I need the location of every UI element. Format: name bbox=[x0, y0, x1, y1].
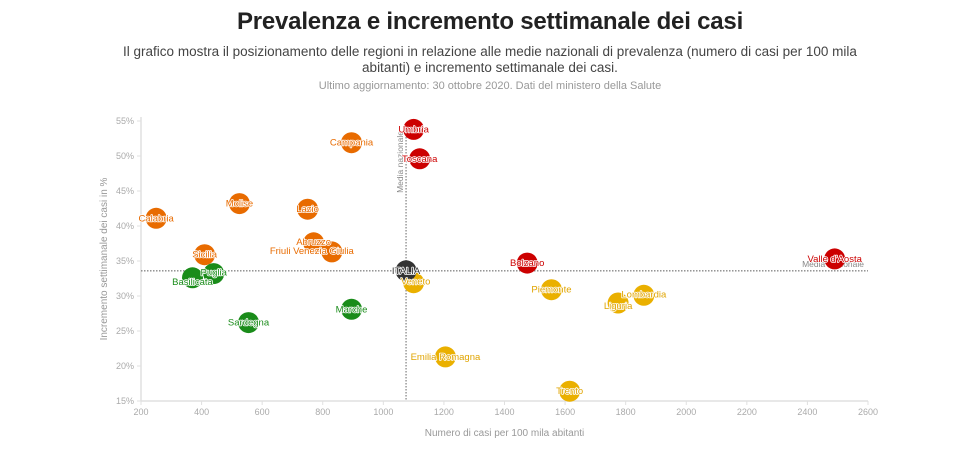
label-bolzano: Bolzano bbox=[510, 258, 544, 269]
y-tick-label: 55% bbox=[116, 116, 134, 126]
x-tick-label: 2200 bbox=[737, 407, 757, 417]
point-lazio bbox=[297, 198, 319, 220]
label-emilia-romagna: Emilia Romagna bbox=[411, 352, 481, 363]
point-calabria bbox=[145, 207, 167, 229]
y-tick-label: 35% bbox=[116, 256, 134, 266]
axes: 15% 20% 25% 30% 35% 40% 45% 50% 55% 200 400 600 800 1… bbox=[99, 116, 878, 439]
x-tick-label: 1800 bbox=[616, 407, 636, 417]
label-marche: Marche bbox=[336, 304, 368, 315]
x-tick-label: 200 bbox=[133, 407, 148, 417]
point-sicilia bbox=[194, 244, 216, 266]
chart-title: Prevalenza e incremento settimanale dei … bbox=[236, 8, 744, 35]
chart-source-note: Ultimo aggiornamento: 30 ottobre 2020. D… bbox=[318, 80, 662, 92]
label-piemonte: Piemonte bbox=[531, 285, 571, 296]
point-sardegna bbox=[238, 312, 260, 334]
x-tick-label: 1200 bbox=[434, 407, 454, 417]
point-piemonte bbox=[540, 279, 562, 301]
y-axis-title: Incremento settimanale dei casi in % bbox=[99, 177, 110, 340]
point-valle-d-aosta bbox=[824, 248, 846, 270]
x-tick-label: 1600 bbox=[555, 407, 575, 417]
label-puglia: Puglia bbox=[200, 268, 227, 279]
point-italia bbox=[395, 260, 417, 282]
y-tick-label: 40% bbox=[116, 221, 134, 231]
point-toscana bbox=[409, 148, 431, 170]
point-bolzano bbox=[516, 252, 538, 274]
label-abruzzo: Abruzzo bbox=[296, 237, 331, 248]
label-sardegna: Sardegna bbox=[228, 318, 270, 329]
point-lombardia bbox=[633, 284, 655, 306]
point-campania bbox=[341, 132, 363, 154]
x-tick-label: 400 bbox=[194, 407, 209, 417]
label-liguria: Liguria bbox=[604, 301, 633, 312]
vertical-average-label: Media nazionale bbox=[395, 131, 405, 193]
y-tick-label: 20% bbox=[116, 361, 134, 371]
label-veneto: Veneto bbox=[401, 277, 431, 288]
point-basilicata bbox=[181, 267, 203, 289]
x-tick-label: 2000 bbox=[676, 407, 696, 417]
label-valle-d-aosta: Valle d'Aosta bbox=[807, 254, 862, 265]
label-italia: ITALIA bbox=[392, 266, 421, 277]
point-liguria bbox=[607, 292, 629, 314]
x-tick-label: 1400 bbox=[494, 407, 514, 417]
data-points bbox=[145, 118, 846, 402]
label-toscana: Toscana bbox=[402, 154, 438, 165]
label-lazio: Lazio bbox=[296, 204, 319, 215]
y-tick-label: 30% bbox=[116, 291, 134, 301]
point-puglia bbox=[203, 263, 225, 285]
y-tick-label: 15% bbox=[116, 396, 134, 406]
label-molise: Molise bbox=[226, 199, 253, 210]
y-tick-label: 45% bbox=[116, 186, 134, 196]
label-basilicata: Basilicata bbox=[172, 277, 213, 288]
label-sicilia: Sicilia bbox=[192, 250, 218, 261]
label-calabria: Calabria bbox=[138, 213, 174, 224]
y-tick-label: 50% bbox=[116, 151, 134, 161]
x-tick-label: 600 bbox=[255, 407, 270, 417]
point-emilia-romagna bbox=[434, 346, 456, 368]
point-marche bbox=[341, 298, 363, 320]
y-tick-label: 25% bbox=[116, 326, 134, 336]
x-tick-label: 800 bbox=[315, 407, 330, 417]
label-campania: Campania bbox=[330, 138, 374, 149]
point-molise bbox=[228, 193, 250, 215]
point-friuli-venezia-giulia bbox=[321, 241, 343, 263]
x-tick-label: 2400 bbox=[797, 407, 817, 417]
x-tick-label: 1000 bbox=[373, 407, 393, 417]
point-trento bbox=[559, 380, 581, 402]
point-umbria bbox=[403, 118, 425, 140]
data-labels: Umbria Toscana Bolzano Valle d'Aosta Campani… bbox=[138, 124, 864, 398]
x-tick-label: 2600 bbox=[858, 407, 878, 417]
chart-subtitle: Il grafico mostra il posizionamento dell… bbox=[123, 44, 857, 75]
label-friuli-venezia-giulia: Friuli Venezia Giulia bbox=[270, 246, 355, 257]
point-abruzzo bbox=[303, 232, 325, 254]
label-trento: Trento bbox=[556, 386, 583, 397]
label-lombardia: Lombardia bbox=[621, 289, 667, 300]
label-umbria: Umbria bbox=[398, 124, 429, 135]
x-axis-title: Numero di casi per 100 mila abitanti bbox=[425, 428, 585, 439]
